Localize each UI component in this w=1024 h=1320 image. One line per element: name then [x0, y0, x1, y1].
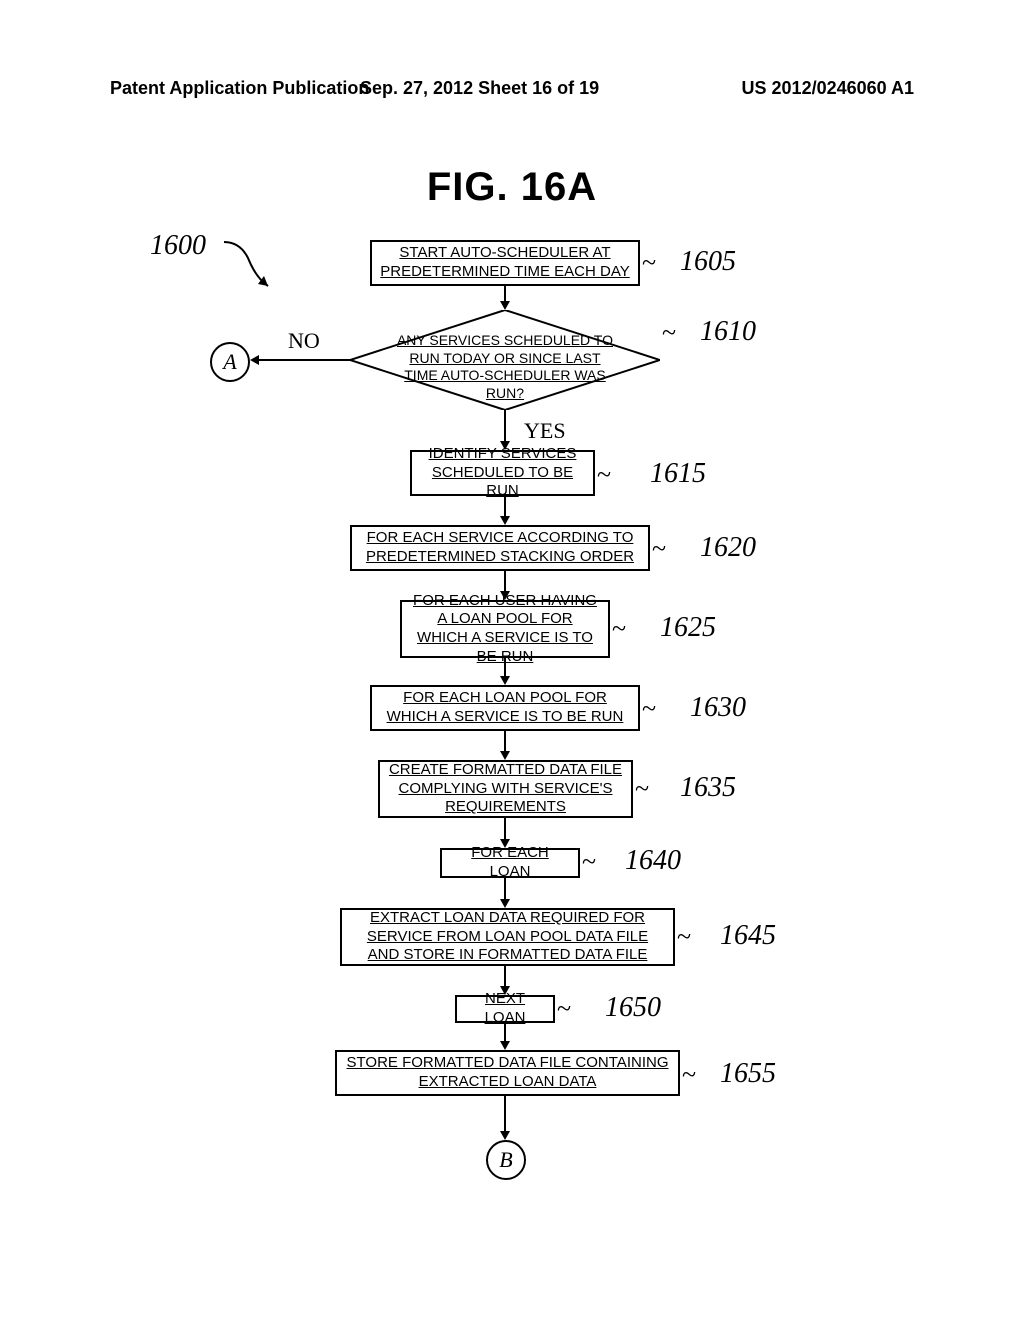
flow-arrow-down	[498, 571, 512, 600]
ref-leader: ~	[662, 318, 676, 348]
flow-arrow-down	[498, 966, 512, 995]
ref-leader: ~	[677, 922, 691, 952]
edge-label: NO	[288, 328, 320, 354]
flow-arrow-down	[498, 818, 512, 848]
flow-arrow-down	[498, 731, 512, 760]
process-n1630: FOR EACH LOAN POOL FOR WHICH A SERVICE I…	[370, 685, 640, 731]
flow-arrow-down	[498, 286, 512, 310]
ref-leader: ~	[682, 1060, 696, 1090]
process-n1620: FOR EACH SERVICE ACCORDING TO PREDETERMI…	[350, 525, 650, 571]
ref-leader: ~	[612, 614, 626, 644]
process-n1615: IDENTIFY SERVICES SCHEDULED TO BE RUN	[410, 450, 595, 496]
flow-arrow-down	[498, 496, 512, 525]
ref-leader: ~	[557, 994, 571, 1024]
ref-number: 1630	[690, 692, 746, 724]
flow-arrow-down	[498, 410, 512, 450]
flow-arrow-down	[498, 1023, 512, 1050]
ref-number: 1615	[650, 458, 706, 490]
header-center: Sep. 27, 2012 Sheet 16 of 19	[360, 78, 599, 99]
ref-1600-arrow	[220, 238, 280, 298]
ref-number: 1605	[680, 246, 736, 278]
flow-arrow-left	[250, 353, 350, 367]
ref-leader: ~	[635, 774, 649, 804]
header-left: Patent Application Publication	[110, 78, 369, 99]
ref-leader: ~	[597, 460, 611, 490]
process-n1645: EXTRACT LOAN DATA REQUIRED FOR SERVICE F…	[340, 908, 675, 966]
ref-number: 1640	[625, 845, 681, 877]
process-n1650: NEXT LOAN	[455, 995, 555, 1023]
process-n1640: FOR EACH LOAN	[440, 848, 580, 878]
figure-title: FIG. 16A	[0, 165, 1024, 210]
decision-n1610: ANY SERVICES SCHEDULED TO RUN TODAY OR S…	[350, 310, 660, 410]
flow-arrow-down	[498, 878, 512, 908]
ref-leader: ~	[582, 847, 596, 877]
process-n1635: CREATE FORMATTED DATA FILE COMPLYING WIT…	[378, 760, 633, 818]
process-n1605: START AUTO-SCHEDULER AT PREDETERMINED TI…	[370, 240, 640, 286]
flow-arrow-down	[498, 658, 512, 685]
process-n1655: STORE FORMATTED DATA FILE CONTAINING EXT…	[335, 1050, 680, 1096]
ref-number: 1610	[700, 316, 756, 348]
process-n1625: FOR EACH USER HAVING A LOAN POOL FOR WHI…	[400, 600, 610, 658]
ref-number: 1625	[660, 612, 716, 644]
patent-page-header: Patent Application Publication Sep. 27, …	[0, 78, 1024, 99]
ref-number: 1645	[720, 920, 776, 952]
header-right: US 2012/0246060 A1	[742, 78, 914, 99]
edge-label: YES	[524, 418, 566, 444]
ref-number: 1650	[605, 992, 661, 1024]
flow-arrow-down	[498, 1096, 512, 1140]
offpage-connector-A: A	[210, 342, 250, 382]
ref-number: 1635	[680, 772, 736, 804]
flowchart-diagram: START AUTO-SCHEDULER AT PREDETERMINED TI…	[0, 220, 1024, 1280]
ref-number: 1620	[700, 532, 756, 564]
ref-leader: ~	[652, 534, 666, 564]
ref-number: 1655	[720, 1058, 776, 1090]
ref-leader: ~	[642, 694, 656, 724]
ref-leader: ~	[642, 248, 656, 278]
offpage-connector-B: B	[486, 1140, 526, 1180]
ref-number-1600: 1600	[150, 230, 206, 262]
